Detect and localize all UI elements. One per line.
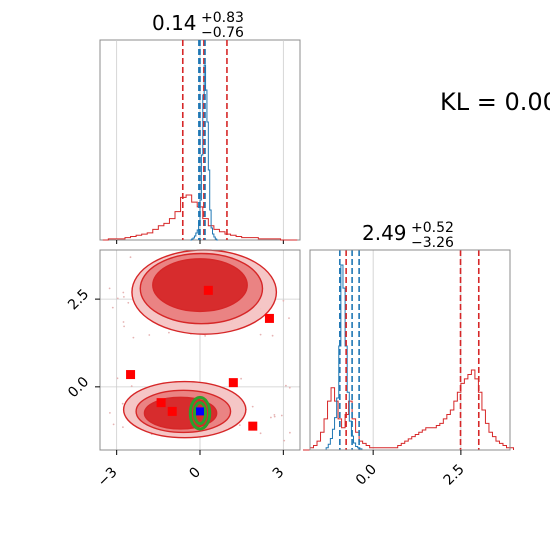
hist-1-title-value: 0.14 xyxy=(152,11,197,35)
corner-2d-panel: −3 0 3 0.0 2.5 xyxy=(65,249,301,490)
scatter-sample xyxy=(130,385,133,388)
scatter-sample xyxy=(273,415,276,418)
scatter-sample xyxy=(283,439,286,442)
scatter-sample xyxy=(116,297,119,300)
hist-2-title-plus: +0.52 xyxy=(411,220,454,236)
contour-red xyxy=(152,258,248,313)
scatter-sample xyxy=(122,321,125,323)
x-tick-label: −3 xyxy=(95,464,121,490)
contour-green xyxy=(188,395,212,431)
contour-green xyxy=(192,401,208,426)
scatter-sample xyxy=(111,306,114,309)
hist-panel-2-frame xyxy=(309,249,511,451)
scatter-sample xyxy=(112,423,115,426)
hist-1-red-series xyxy=(102,194,298,241)
scatter-sample xyxy=(123,296,125,298)
scatter-sample xyxy=(122,426,124,428)
scatter-sample xyxy=(168,331,170,334)
scatter-sample xyxy=(129,256,132,259)
scatter-sample xyxy=(280,414,283,417)
hist-panel-2: 0.0 2.5 xyxy=(302,249,515,489)
scatter-sample xyxy=(109,412,111,414)
scatter-sample xyxy=(288,386,291,389)
truth-marker xyxy=(248,421,258,431)
scatter-sample xyxy=(240,377,243,380)
scatter-sample xyxy=(273,414,276,416)
scatter-sample xyxy=(108,287,111,290)
x-tick-label: 0 xyxy=(186,464,204,482)
scatter-sample xyxy=(271,334,274,337)
kl-annotation: KL = 0.00 xyxy=(440,88,550,116)
truth-marker xyxy=(203,285,213,295)
scatter-sample xyxy=(123,325,125,328)
scatter-sample xyxy=(282,299,285,302)
scatter-sample xyxy=(121,402,124,405)
truth-marker xyxy=(228,378,238,388)
x-tick-label: 0.0 xyxy=(353,462,380,489)
estimate-marker xyxy=(196,407,204,416)
scatter-sample xyxy=(148,334,151,336)
scatter-sample xyxy=(132,336,135,339)
scatter-sample xyxy=(270,416,272,419)
truth-marker xyxy=(167,406,177,416)
hist-2-blue-series xyxy=(324,264,367,451)
scatter-sample xyxy=(289,431,291,434)
scatter-sample xyxy=(127,301,130,304)
scatter-sample xyxy=(204,335,207,337)
hist-panel-1 xyxy=(99,39,301,244)
scatter-sample xyxy=(251,405,254,408)
hist-2-red-series xyxy=(302,369,515,451)
scatter-sample xyxy=(122,291,125,294)
scatter-sample xyxy=(259,432,262,435)
y-tick-label: 2.5 xyxy=(65,286,92,313)
y-tick-label: 0.0 xyxy=(65,374,92,401)
hist-1-title-plus: +0.83 xyxy=(201,10,244,26)
scatter-sample xyxy=(238,424,241,426)
hist-2-title: 2.49 xyxy=(362,221,407,245)
hist-1-title-minus: −0.76 xyxy=(201,25,244,41)
hist-2-title-minus: −3.26 xyxy=(411,235,454,251)
x-tick-label: 3 xyxy=(270,464,288,482)
scatter-sample xyxy=(288,317,290,319)
scatter-sample xyxy=(285,384,287,387)
truth-marker xyxy=(264,313,274,323)
hist-1-title: 0.14 xyxy=(152,11,197,35)
scatter-sample xyxy=(259,333,262,336)
hist-2-title-value: 2.49 xyxy=(362,221,407,245)
x-tick-label: 2.5 xyxy=(441,462,468,489)
scatter-sample xyxy=(116,377,119,380)
truth-marker xyxy=(156,398,166,408)
truth-marker xyxy=(126,370,136,380)
